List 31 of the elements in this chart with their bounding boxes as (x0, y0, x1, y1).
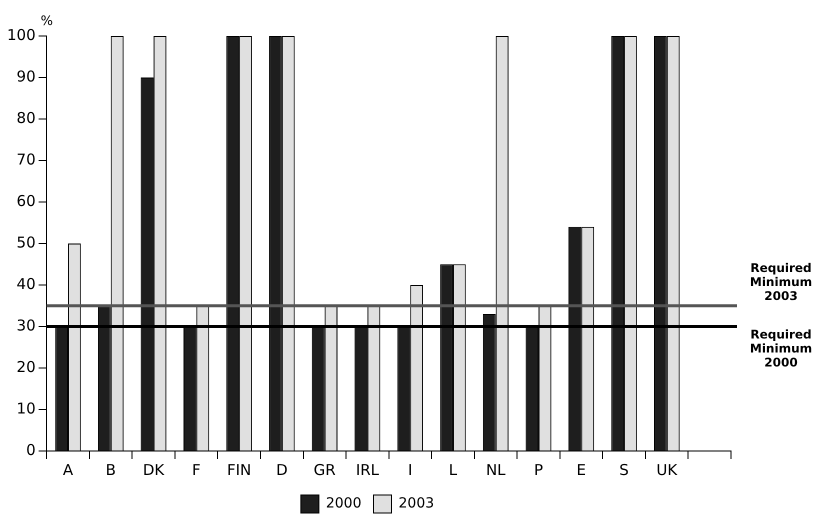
y-tick-label: 90 (16, 67, 36, 86)
x-tick-label: S (619, 460, 629, 479)
x-tick-label: F (192, 460, 201, 479)
x-tick-label: DK (142, 460, 166, 479)
y-tick-label: 40 (16, 274, 36, 293)
y-tick-label: 80 (16, 108, 36, 127)
legend-label: 2000 (326, 496, 362, 512)
ref-line-label: Required Minimum 2000 (750, 328, 812, 370)
y-tick-label: 100 (6, 26, 36, 44)
x-tick-label: GR (314, 460, 336, 479)
y-tick-label: 20 (16, 358, 36, 376)
y-tick-label: 60 (16, 192, 36, 210)
x-tick-label: D (276, 460, 288, 479)
x-tick-label: UK (656, 460, 678, 479)
y-tick-label: 70 (16, 150, 36, 168)
legend-label: 2003 (398, 496, 434, 512)
x-tick-label: P (534, 460, 544, 479)
y-tick-label: 30 (16, 316, 36, 334)
y-tick-label: 50 (16, 233, 36, 252)
x-tick-label: IRL (356, 460, 380, 479)
y-tick-label: 0 (26, 440, 36, 459)
x-tick-label: L (448, 460, 458, 479)
x-tick-label: FIN (226, 460, 252, 479)
x-tick-label: E (576, 460, 586, 479)
ref-line-label: Required Minimum 2003 (750, 260, 812, 303)
x-tick-label: I (408, 460, 412, 479)
y-axis-title: % (40, 14, 53, 29)
y-tick-label: 10 (16, 399, 36, 418)
x-tick-label: B (106, 460, 116, 479)
x-tick-label: NL (486, 460, 506, 479)
x-tick-label: A (62, 460, 74, 479)
